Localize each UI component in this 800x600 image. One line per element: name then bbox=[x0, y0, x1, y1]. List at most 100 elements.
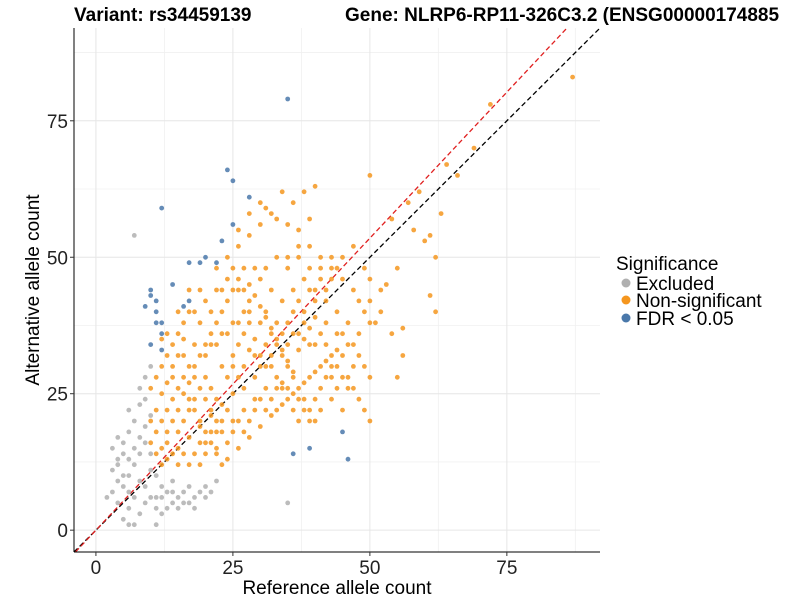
point-non-significant bbox=[307, 407, 312, 413]
point-non-significant bbox=[312, 369, 318, 375]
point-non-significant bbox=[340, 254, 345, 260]
point-non-significant bbox=[285, 385, 291, 391]
point-non-significant bbox=[208, 407, 214, 413]
point-fdr-0-05 bbox=[230, 178, 236, 184]
point-non-significant bbox=[263, 342, 269, 347]
point-non-significant bbox=[197, 320, 203, 326]
point-non-significant bbox=[170, 342, 176, 347]
point-non-significant bbox=[241, 309, 247, 315]
point-non-significant bbox=[373, 320, 378, 326]
point-non-significant bbox=[214, 445, 219, 451]
point-non-significant bbox=[159, 445, 165, 451]
point-excluded bbox=[203, 484, 208, 489]
point-non-significant bbox=[236, 445, 241, 451]
point-non-significant bbox=[329, 353, 334, 358]
point-non-significant bbox=[181, 353, 187, 358]
point-excluded bbox=[148, 451, 154, 457]
point-non-significant bbox=[323, 320, 329, 326]
point-non-significant bbox=[422, 238, 428, 244]
point-non-significant bbox=[192, 374, 197, 380]
point-excluded bbox=[164, 489, 170, 495]
point-excluded bbox=[137, 478, 143, 484]
point-non-significant bbox=[334, 364, 340, 369]
point-non-significant bbox=[175, 429, 181, 435]
x-tick-label: 75 bbox=[496, 558, 517, 579]
point-fdr-0-05 bbox=[170, 282, 176, 287]
point-non-significant bbox=[334, 331, 340, 337]
point-non-significant bbox=[312, 314, 318, 320]
point-non-significant bbox=[367, 298, 373, 304]
point-excluded bbox=[115, 456, 121, 462]
x-tick-label: 50 bbox=[359, 558, 380, 579]
point-fdr-0-05 bbox=[230, 222, 236, 227]
point-excluded bbox=[126, 407, 132, 413]
point-non-significant bbox=[334, 265, 340, 271]
point-non-significant bbox=[230, 320, 236, 326]
y-tick-label: 75 bbox=[47, 112, 68, 133]
point-non-significant bbox=[164, 456, 170, 462]
point-non-significant bbox=[268, 413, 274, 418]
point-non-significant bbox=[318, 265, 323, 271]
point-non-significant bbox=[356, 396, 362, 402]
point-non-significant bbox=[214, 396, 219, 402]
point-non-significant bbox=[340, 276, 345, 282]
point-non-significant bbox=[279, 189, 285, 195]
point-excluded bbox=[142, 440, 148, 446]
point-non-significant bbox=[214, 287, 219, 293]
point-non-significant bbox=[164, 407, 170, 413]
point-non-significant bbox=[159, 391, 165, 397]
point-fdr-0-05 bbox=[290, 451, 296, 457]
point-non-significant bbox=[236, 276, 241, 282]
point-non-significant bbox=[290, 331, 296, 337]
point-non-significant bbox=[296, 385, 301, 391]
point-non-significant bbox=[170, 374, 176, 380]
point-non-significant bbox=[225, 276, 230, 282]
point-excluded bbox=[186, 500, 192, 506]
point-non-significant bbox=[208, 331, 214, 337]
point-non-significant bbox=[214, 418, 219, 424]
point-non-significant bbox=[181, 418, 187, 424]
point-excluded bbox=[131, 418, 137, 424]
point-non-significant bbox=[197, 424, 203, 429]
point-excluded bbox=[110, 489, 115, 495]
point-excluded bbox=[170, 500, 176, 506]
point-non-significant bbox=[307, 374, 312, 380]
point-non-significant bbox=[263, 309, 269, 315]
point-non-significant bbox=[208, 342, 214, 347]
point-non-significant bbox=[192, 407, 197, 413]
point-non-significant bbox=[263, 385, 269, 391]
point-non-significant bbox=[230, 265, 236, 271]
point-non-significant bbox=[257, 424, 263, 429]
point-non-significant bbox=[236, 287, 241, 293]
point-non-significant bbox=[285, 396, 291, 402]
point-non-significant bbox=[246, 233, 252, 238]
point-excluded bbox=[142, 396, 148, 402]
point-non-significant bbox=[471, 145, 477, 151]
point-excluded bbox=[142, 424, 148, 429]
point-excluded bbox=[170, 489, 176, 495]
point-non-significant bbox=[203, 396, 208, 402]
point-non-significant bbox=[192, 364, 197, 369]
point-excluded bbox=[148, 467, 154, 473]
point-non-significant bbox=[257, 364, 263, 369]
point-non-significant bbox=[394, 374, 400, 380]
point-non-significant bbox=[225, 298, 230, 304]
point-non-significant bbox=[356, 353, 362, 358]
point-fdr-0-05 bbox=[153, 320, 159, 326]
point-non-significant bbox=[351, 342, 356, 347]
x-tick-label: 0 bbox=[91, 558, 102, 579]
point-non-significant bbox=[225, 407, 230, 413]
point-non-significant bbox=[351, 364, 356, 369]
point-non-significant bbox=[159, 462, 165, 468]
point-non-significant bbox=[236, 374, 241, 380]
point-non-significant bbox=[164, 429, 170, 435]
point-non-significant bbox=[241, 364, 247, 369]
point-excluded bbox=[126, 456, 132, 462]
y-tick-label: 25 bbox=[47, 385, 68, 406]
point-excluded bbox=[164, 505, 170, 511]
point-fdr-0-05 bbox=[246, 194, 252, 200]
data-points bbox=[104, 74, 575, 528]
point-non-significant bbox=[230, 429, 236, 435]
point-non-significant bbox=[318, 276, 323, 282]
